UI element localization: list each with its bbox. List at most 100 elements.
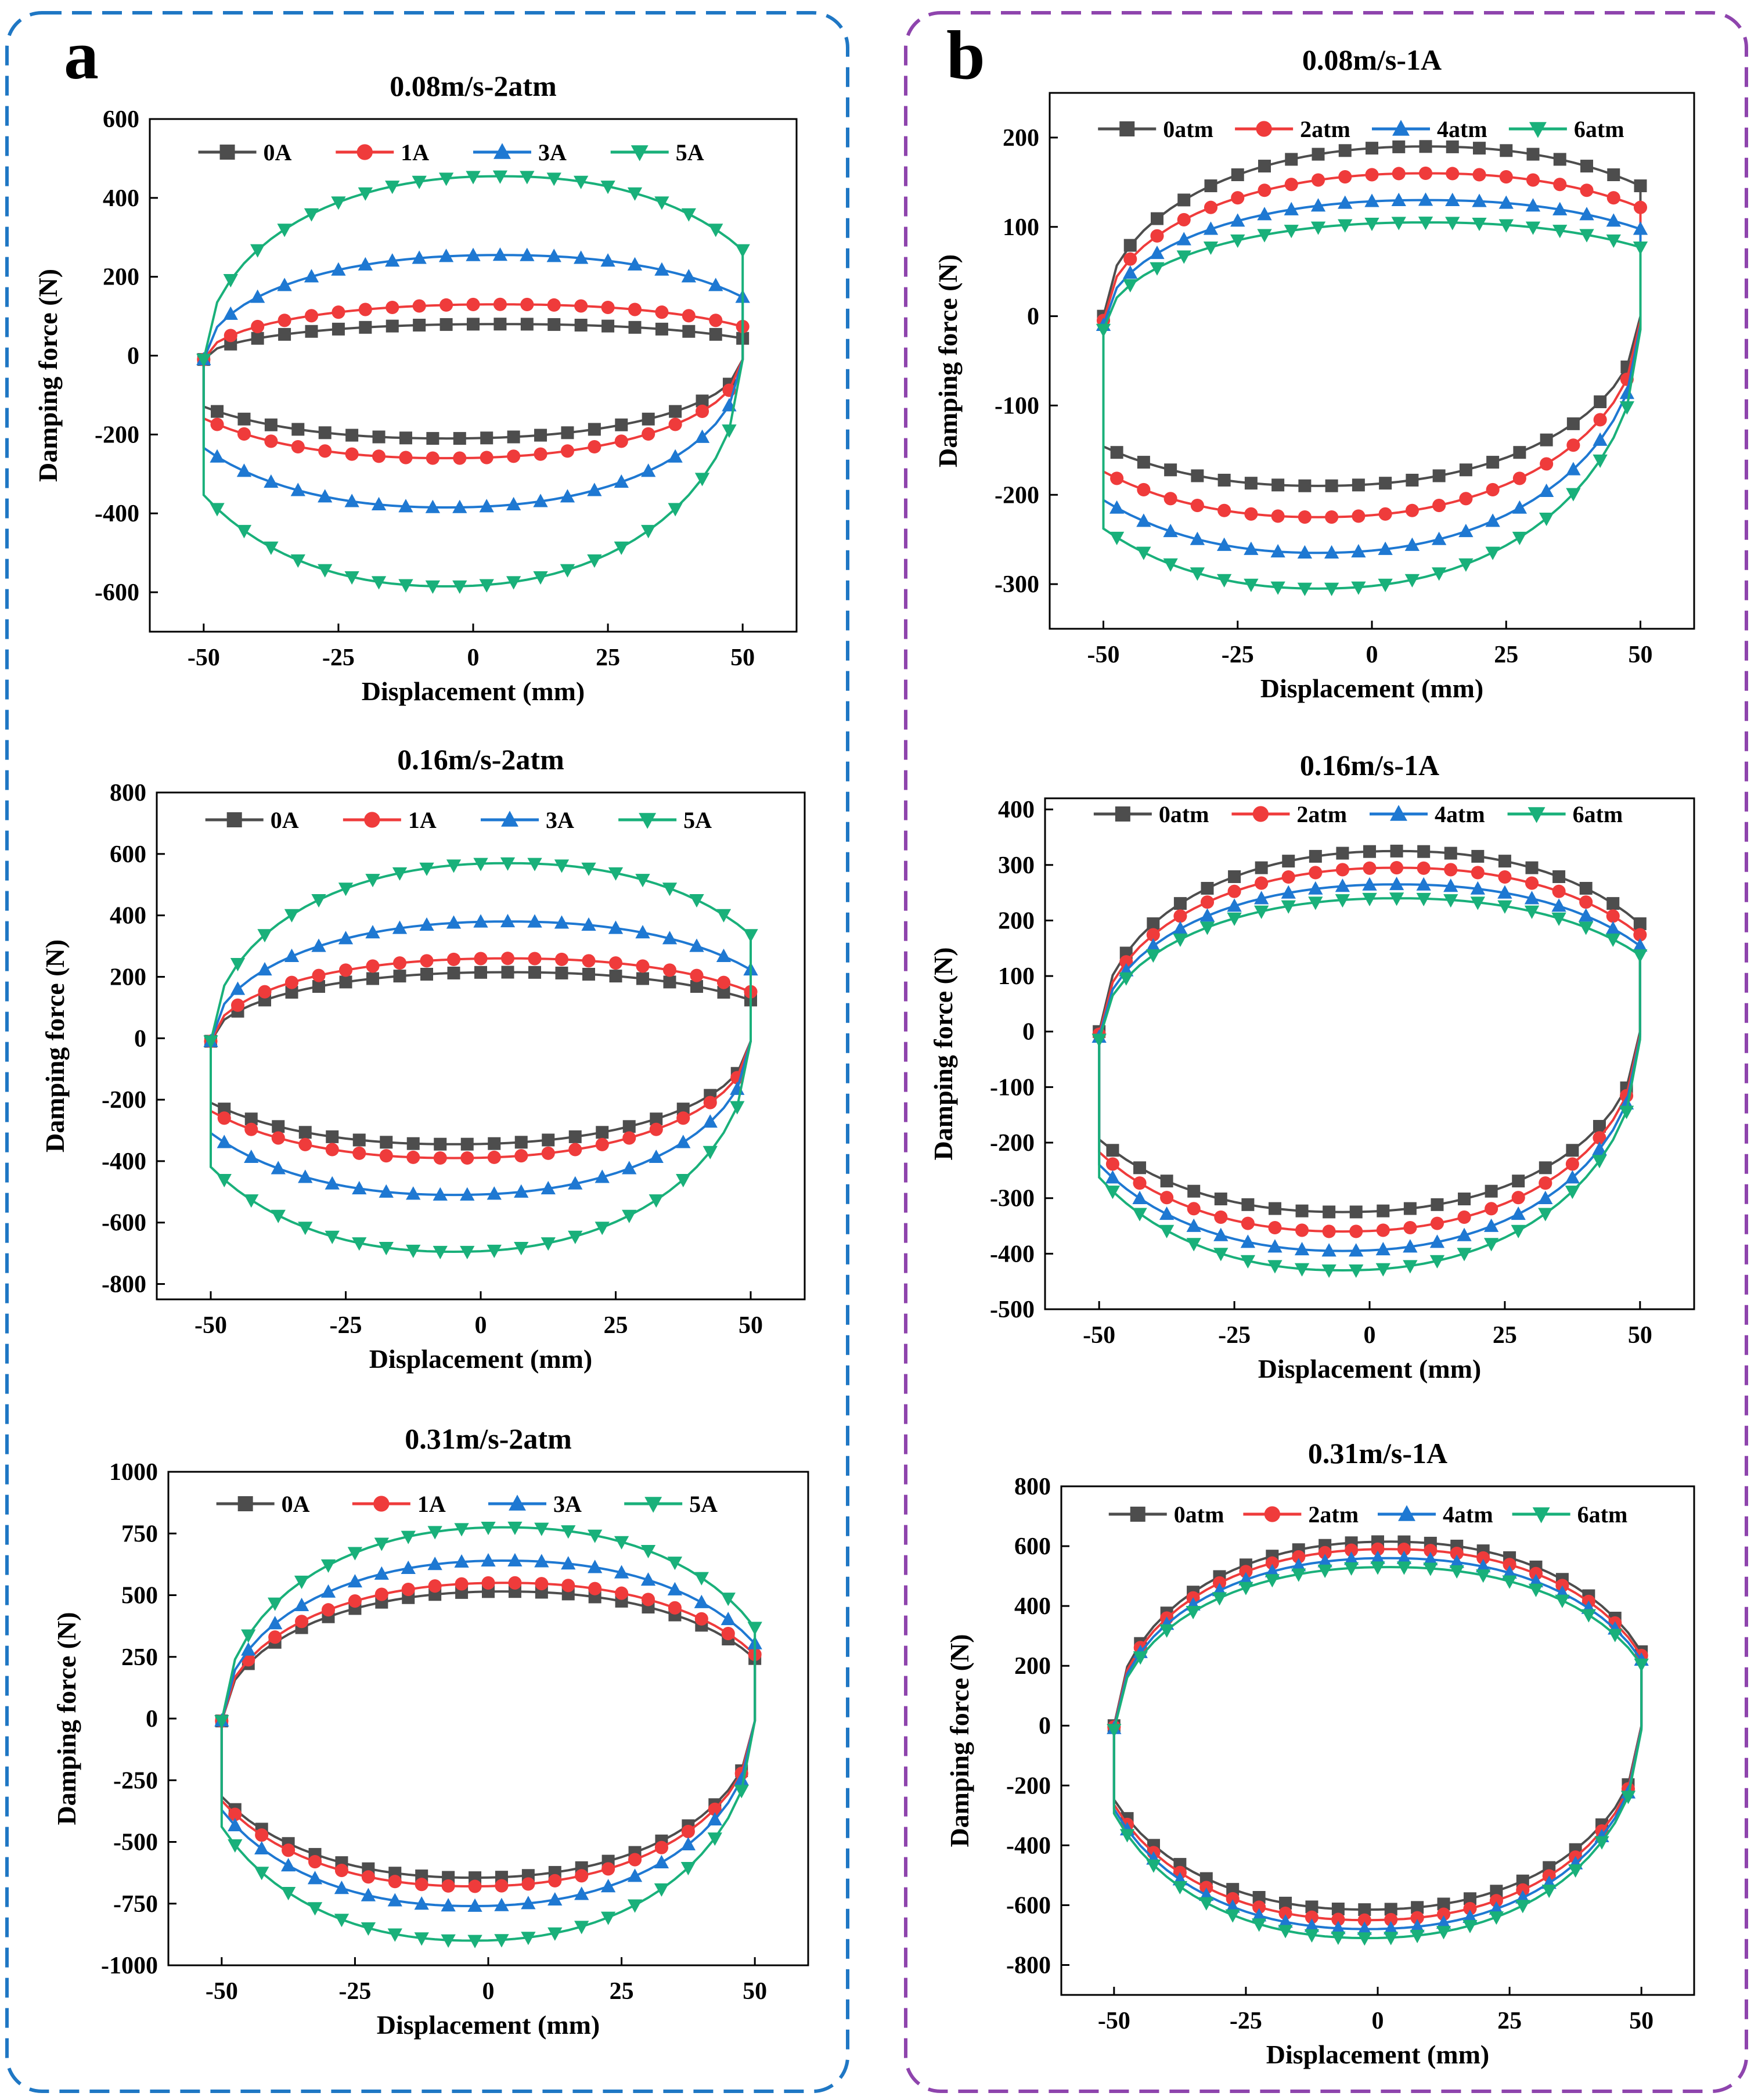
data-point [401, 1560, 416, 1575]
legend-marker [373, 1496, 390, 1512]
data-point [722, 424, 737, 438]
data-point [1579, 207, 1594, 221]
data-point [1338, 144, 1352, 157]
data-point [1297, 545, 1313, 559]
data-point [1343, 1562, 1359, 1576]
data-point [230, 998, 245, 1012]
chart-2: 0.16m/s-2atm -50 -25 0 25 50 -800 -600 -400 -200 0… [40, 743, 806, 1374]
data-point [386, 300, 399, 315]
data-point [241, 1642, 256, 1656]
data-point [520, 247, 535, 261]
data-point [1594, 395, 1607, 409]
data-point [676, 1111, 690, 1125]
data-point [614, 1536, 629, 1550]
chart-title: 0.16m/s-1A [1300, 749, 1439, 781]
data-point [615, 1586, 629, 1600]
data-point [365, 925, 380, 939]
data-point [493, 297, 507, 311]
x-tick-label: 25 [1494, 642, 1518, 668]
data-point [1268, 1220, 1282, 1235]
data-point [1633, 241, 1648, 255]
x-axis-label: Displacement (mm) [1258, 1354, 1482, 1384]
legend-marker [644, 1497, 662, 1513]
legend-marker [1252, 806, 1269, 822]
data-point [690, 980, 703, 993]
data-point [386, 319, 399, 333]
data-point [547, 318, 561, 331]
data-point [1431, 1198, 1444, 1211]
data-point [236, 463, 252, 477]
chart-5: 0.16m/s-1A -50 -25 0 25 50 -500 -400 -300 -200 -10… [928, 749, 1695, 1384]
data-point [1285, 153, 1298, 166]
data-point [1580, 160, 1593, 173]
y-tick-label: 200 [1014, 1653, 1051, 1680]
data-point [1483, 1218, 1499, 1232]
data-point [1357, 1913, 1371, 1927]
data-point [1177, 193, 1191, 207]
data-point [196, 354, 211, 368]
data-point [1136, 546, 1151, 560]
data-point [326, 1130, 339, 1143]
y-tick-label: -800 [1006, 1952, 1051, 1979]
data-point [467, 318, 480, 331]
y-axis-label: Damping force (N) [928, 947, 958, 1160]
data-point [588, 440, 601, 454]
data-point [1592, 1141, 1607, 1155]
data-point [1553, 178, 1567, 192]
data-point [447, 966, 460, 979]
data-point [1511, 1191, 1525, 1205]
x-tick-label: 25 [1493, 1322, 1517, 1349]
legend-label: 6atm [1577, 1501, 1628, 1528]
data-point [1392, 167, 1406, 181]
data-point [387, 1928, 402, 1942]
data-point [374, 1566, 389, 1580]
data-point [1137, 482, 1151, 497]
data-point [655, 305, 669, 319]
data-point [595, 1169, 610, 1183]
x-tick-label: -50 [1098, 2008, 1130, 2034]
data-point [1472, 168, 1486, 182]
x-tick-label: 25 [610, 1978, 634, 2005]
data-point [1551, 912, 1566, 926]
data-point [608, 920, 624, 934]
data-point [514, 1242, 529, 1256]
y-tick-label: -100 [990, 1074, 1035, 1101]
data-point [627, 257, 643, 271]
data-point [668, 449, 683, 463]
legend-label: 0atm [1174, 1501, 1224, 1528]
data-point [681, 208, 696, 222]
data-point [1304, 1929, 1320, 1943]
data-point [440, 298, 453, 312]
data-point [508, 1576, 522, 1590]
data-point [681, 269, 696, 283]
chart-title: 0.08m/s-1A [1302, 44, 1442, 76]
data-point [1164, 463, 1177, 477]
data-point [533, 494, 548, 507]
data-point [257, 929, 272, 943]
data-point [561, 1525, 576, 1539]
data-point [1106, 1144, 1119, 1157]
data-point [1416, 892, 1431, 906]
data-point [1566, 1144, 1579, 1157]
data-point [406, 1137, 420, 1150]
data-point [1411, 1901, 1424, 1914]
data-point [641, 525, 656, 539]
data-point [492, 247, 508, 261]
data-point [1512, 471, 1526, 485]
data-point [366, 959, 380, 973]
data-point [264, 541, 279, 555]
data-point [703, 1096, 717, 1110]
data-point [588, 423, 601, 436]
data-point [1227, 898, 1242, 912]
data-point [581, 862, 596, 876]
data-point [347, 1574, 363, 1588]
y-axis-label: Damping force (N) [945, 1634, 974, 1847]
panel-a-letter: a [64, 16, 99, 93]
data-point [1217, 473, 1231, 487]
data-point [387, 1893, 402, 1907]
data-point [361, 1870, 375, 1884]
legend-label: 6atm [1574, 116, 1624, 142]
data-point [420, 967, 433, 981]
data-point [1278, 1925, 1293, 1939]
data-point [307, 1902, 323, 1916]
